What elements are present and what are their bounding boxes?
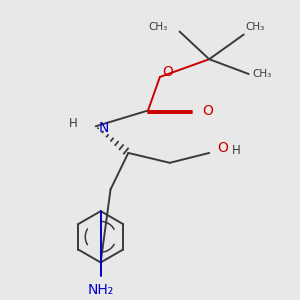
Text: O: O	[162, 65, 173, 79]
Text: CH₃: CH₃	[148, 22, 168, 32]
Text: N: N	[99, 121, 109, 135]
Text: H: H	[69, 117, 77, 130]
Text: NH₂: NH₂	[88, 283, 114, 297]
Text: O: O	[217, 141, 228, 155]
Text: CH₃: CH₃	[246, 22, 265, 32]
Text: H: H	[232, 145, 241, 158]
Text: O: O	[202, 103, 213, 118]
Text: CH₃: CH₃	[253, 69, 272, 79]
